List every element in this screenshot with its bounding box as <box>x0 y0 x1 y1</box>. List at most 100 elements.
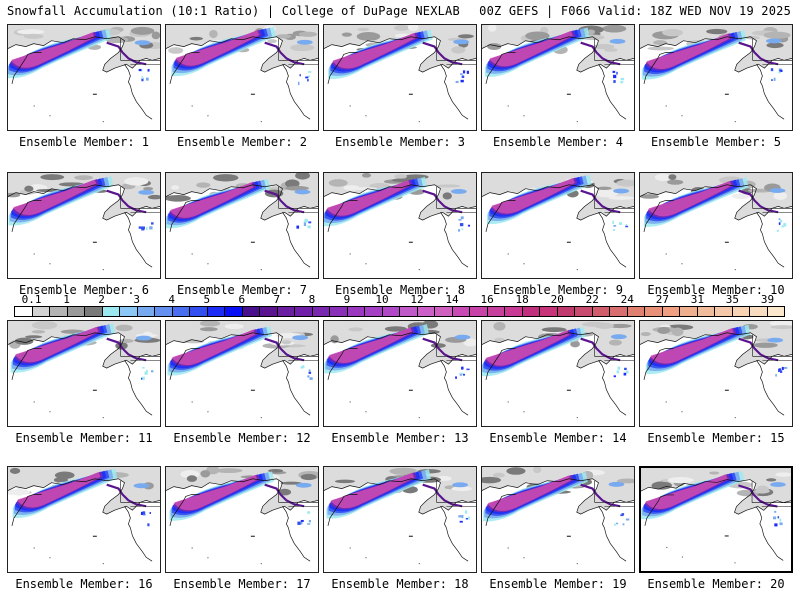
mountain-snow-speck <box>778 368 782 372</box>
snowfall-contour <box>646 33 730 70</box>
mountain-snow-speck <box>142 513 146 516</box>
mountain-snow-speck <box>151 222 154 225</box>
mountain-snow-speck <box>620 77 624 81</box>
coastline-border <box>11 494 42 526</box>
coastline-border <box>327 494 358 526</box>
snowfall-contour <box>492 178 575 214</box>
mountain-snow-speck <box>141 77 144 82</box>
mountain-snow-speck <box>138 226 142 229</box>
island <box>566 389 571 391</box>
island <box>665 401 667 403</box>
light-snow-area <box>451 486 473 492</box>
coastline-border <box>756 212 785 268</box>
coastline-border <box>755 506 784 561</box>
mountain-snow-speck <box>297 81 300 86</box>
coastline-border <box>752 38 792 61</box>
ensemble-member-map <box>165 320 319 427</box>
chart-title: Snowfall Accumulation (10:1 Ratio) | Col… <box>7 4 460 18</box>
colorbar-swatch <box>505 307 523 316</box>
inland-snow-patch <box>765 38 782 44</box>
light-snow-area <box>494 337 505 343</box>
island <box>418 417 420 419</box>
coastline-border <box>598 506 627 562</box>
mountain-snow-speck <box>307 75 310 78</box>
light-snow-area <box>609 339 622 346</box>
island <box>250 389 255 391</box>
colorbar-swatch <box>330 307 348 316</box>
snowfall-map <box>324 25 476 123</box>
mountain-snow-speck <box>625 518 630 521</box>
light-snow-area <box>15 487 24 496</box>
light-snow-area <box>147 194 160 200</box>
light-snow-area <box>199 327 218 332</box>
colorbar-swatch <box>522 307 540 316</box>
light-snow-area <box>671 327 684 337</box>
mountain-snow-speck <box>307 225 311 229</box>
mountain-snow-speck <box>300 521 303 525</box>
island <box>250 93 255 95</box>
ensemble-member-label: Ensemble Member: 17 <box>173 577 311 591</box>
snowfall-map <box>166 467 318 565</box>
light-snow-area <box>394 25 410 31</box>
mountain-snow-speck <box>621 513 625 516</box>
snowfall-contour <box>486 330 569 366</box>
light-snow-area <box>647 46 675 51</box>
light-snow-area <box>151 31 160 40</box>
mountain-snow-speck <box>770 68 774 72</box>
mountain-snow-speck <box>455 80 459 84</box>
mountain-snow-speck <box>303 222 307 226</box>
mountain-snow-speck <box>776 229 779 232</box>
light-snow-area <box>492 472 505 478</box>
light-snow-area <box>115 324 133 332</box>
mountain-snow-speck <box>623 372 627 376</box>
ensemble-member-label: Ensemble Member: 19 <box>489 577 627 591</box>
coastline-border <box>594 334 634 357</box>
light-snow-area <box>766 478 777 482</box>
coastline-border <box>485 494 516 526</box>
island <box>250 241 255 243</box>
island <box>49 115 51 117</box>
snowfall-contour <box>331 472 415 509</box>
colorbar-swatch <box>312 307 330 316</box>
mountain-snow-speck <box>140 511 144 516</box>
island <box>207 115 209 117</box>
ensemble-member-map <box>7 24 161 131</box>
colorbar-tick-label: 24 <box>620 293 634 306</box>
colorbar-swatch <box>697 307 715 316</box>
coastline-border <box>120 38 160 61</box>
colorbar-tick-label: 10 <box>375 293 389 306</box>
colorbar-tick-label: 8 <box>308 293 316 306</box>
colorbar-swatch <box>470 307 488 316</box>
mountain-snow-speck <box>772 516 777 520</box>
light-snow-area <box>754 488 770 494</box>
mountain-snow-speck <box>308 369 311 373</box>
mountain-snow-speck <box>308 221 312 224</box>
light-snow-area <box>300 473 317 481</box>
coastline-border <box>644 494 675 526</box>
ensemble-member-label: Ensemble Member: 20 <box>647 577 785 591</box>
colorbar-swatch <box>260 307 278 316</box>
light-snow-area <box>394 174 408 179</box>
mountain-snow-speck <box>778 222 781 225</box>
mountain-snow-speck <box>461 514 464 519</box>
mountain-snow-speck <box>299 74 301 77</box>
light-snow-area <box>168 47 184 54</box>
coastline-border <box>643 52 674 84</box>
colorbar-swatch <box>295 307 313 316</box>
mountain-snow-speck <box>619 222 623 225</box>
mountain-snow-speck <box>146 369 148 373</box>
colorbar-tick-label: 20 <box>550 293 564 306</box>
colorbar-tick-label: 27 <box>655 293 669 306</box>
mountain-snow-speck <box>459 223 464 227</box>
mountain-snow-speck <box>778 369 780 373</box>
light-snow-area <box>616 478 634 484</box>
colorbar-tick-label: 35 <box>725 293 740 306</box>
colorbar-swatch <box>207 307 225 316</box>
island <box>365 411 367 413</box>
mountain-snow-speck <box>616 71 618 75</box>
island <box>92 535 97 537</box>
mountain-snow-speck <box>461 228 464 230</box>
ensemble-member-map <box>481 24 635 131</box>
ensemble-member-label: Ensemble Member: 11 <box>15 431 153 445</box>
snowfall-contour <box>17 471 101 508</box>
